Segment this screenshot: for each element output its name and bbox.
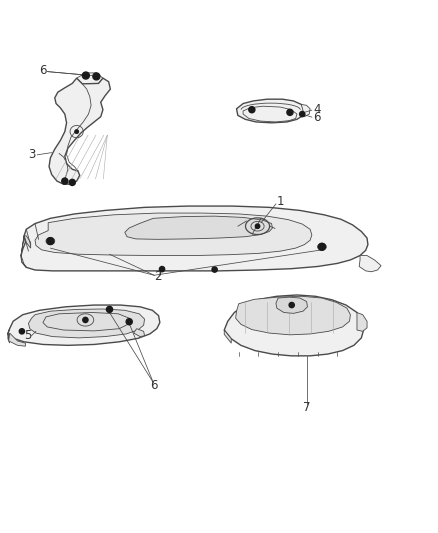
Circle shape	[287, 109, 293, 115]
Polygon shape	[21, 206, 368, 271]
Text: 6: 6	[150, 379, 157, 392]
Polygon shape	[125, 216, 272, 239]
Circle shape	[106, 306, 113, 312]
Polygon shape	[9, 333, 25, 346]
Text: 5: 5	[24, 329, 32, 342]
Circle shape	[212, 267, 217, 272]
Text: 6: 6	[39, 64, 47, 77]
Circle shape	[159, 266, 165, 272]
Polygon shape	[357, 312, 367, 332]
Polygon shape	[49, 78, 110, 184]
Polygon shape	[359, 255, 381, 272]
Polygon shape	[35, 213, 312, 255]
Polygon shape	[134, 329, 145, 336]
Circle shape	[82, 72, 89, 79]
Text: 6: 6	[313, 111, 321, 124]
Polygon shape	[77, 73, 103, 85]
Text: 7: 7	[303, 401, 311, 414]
Circle shape	[83, 317, 88, 322]
Circle shape	[93, 73, 100, 80]
Text: 3: 3	[28, 148, 36, 161]
Polygon shape	[8, 329, 10, 343]
Circle shape	[289, 302, 294, 308]
Circle shape	[249, 107, 255, 113]
Polygon shape	[8, 305, 160, 345]
Polygon shape	[224, 295, 364, 356]
Circle shape	[126, 319, 132, 325]
Polygon shape	[21, 236, 26, 268]
Polygon shape	[224, 330, 231, 343]
Circle shape	[69, 179, 75, 185]
Circle shape	[47, 238, 54, 245]
Circle shape	[318, 243, 325, 251]
Polygon shape	[237, 99, 304, 123]
Polygon shape	[28, 309, 145, 338]
Polygon shape	[276, 297, 307, 313]
Text: 2: 2	[154, 270, 162, 283]
Circle shape	[19, 329, 25, 334]
Polygon shape	[236, 296, 350, 335]
Circle shape	[300, 111, 305, 117]
Circle shape	[255, 224, 260, 229]
Text: 4: 4	[313, 103, 321, 116]
Circle shape	[75, 130, 78, 133]
Polygon shape	[24, 236, 31, 248]
Polygon shape	[301, 104, 310, 117]
Circle shape	[62, 178, 68, 184]
Text: 1: 1	[277, 195, 284, 208]
